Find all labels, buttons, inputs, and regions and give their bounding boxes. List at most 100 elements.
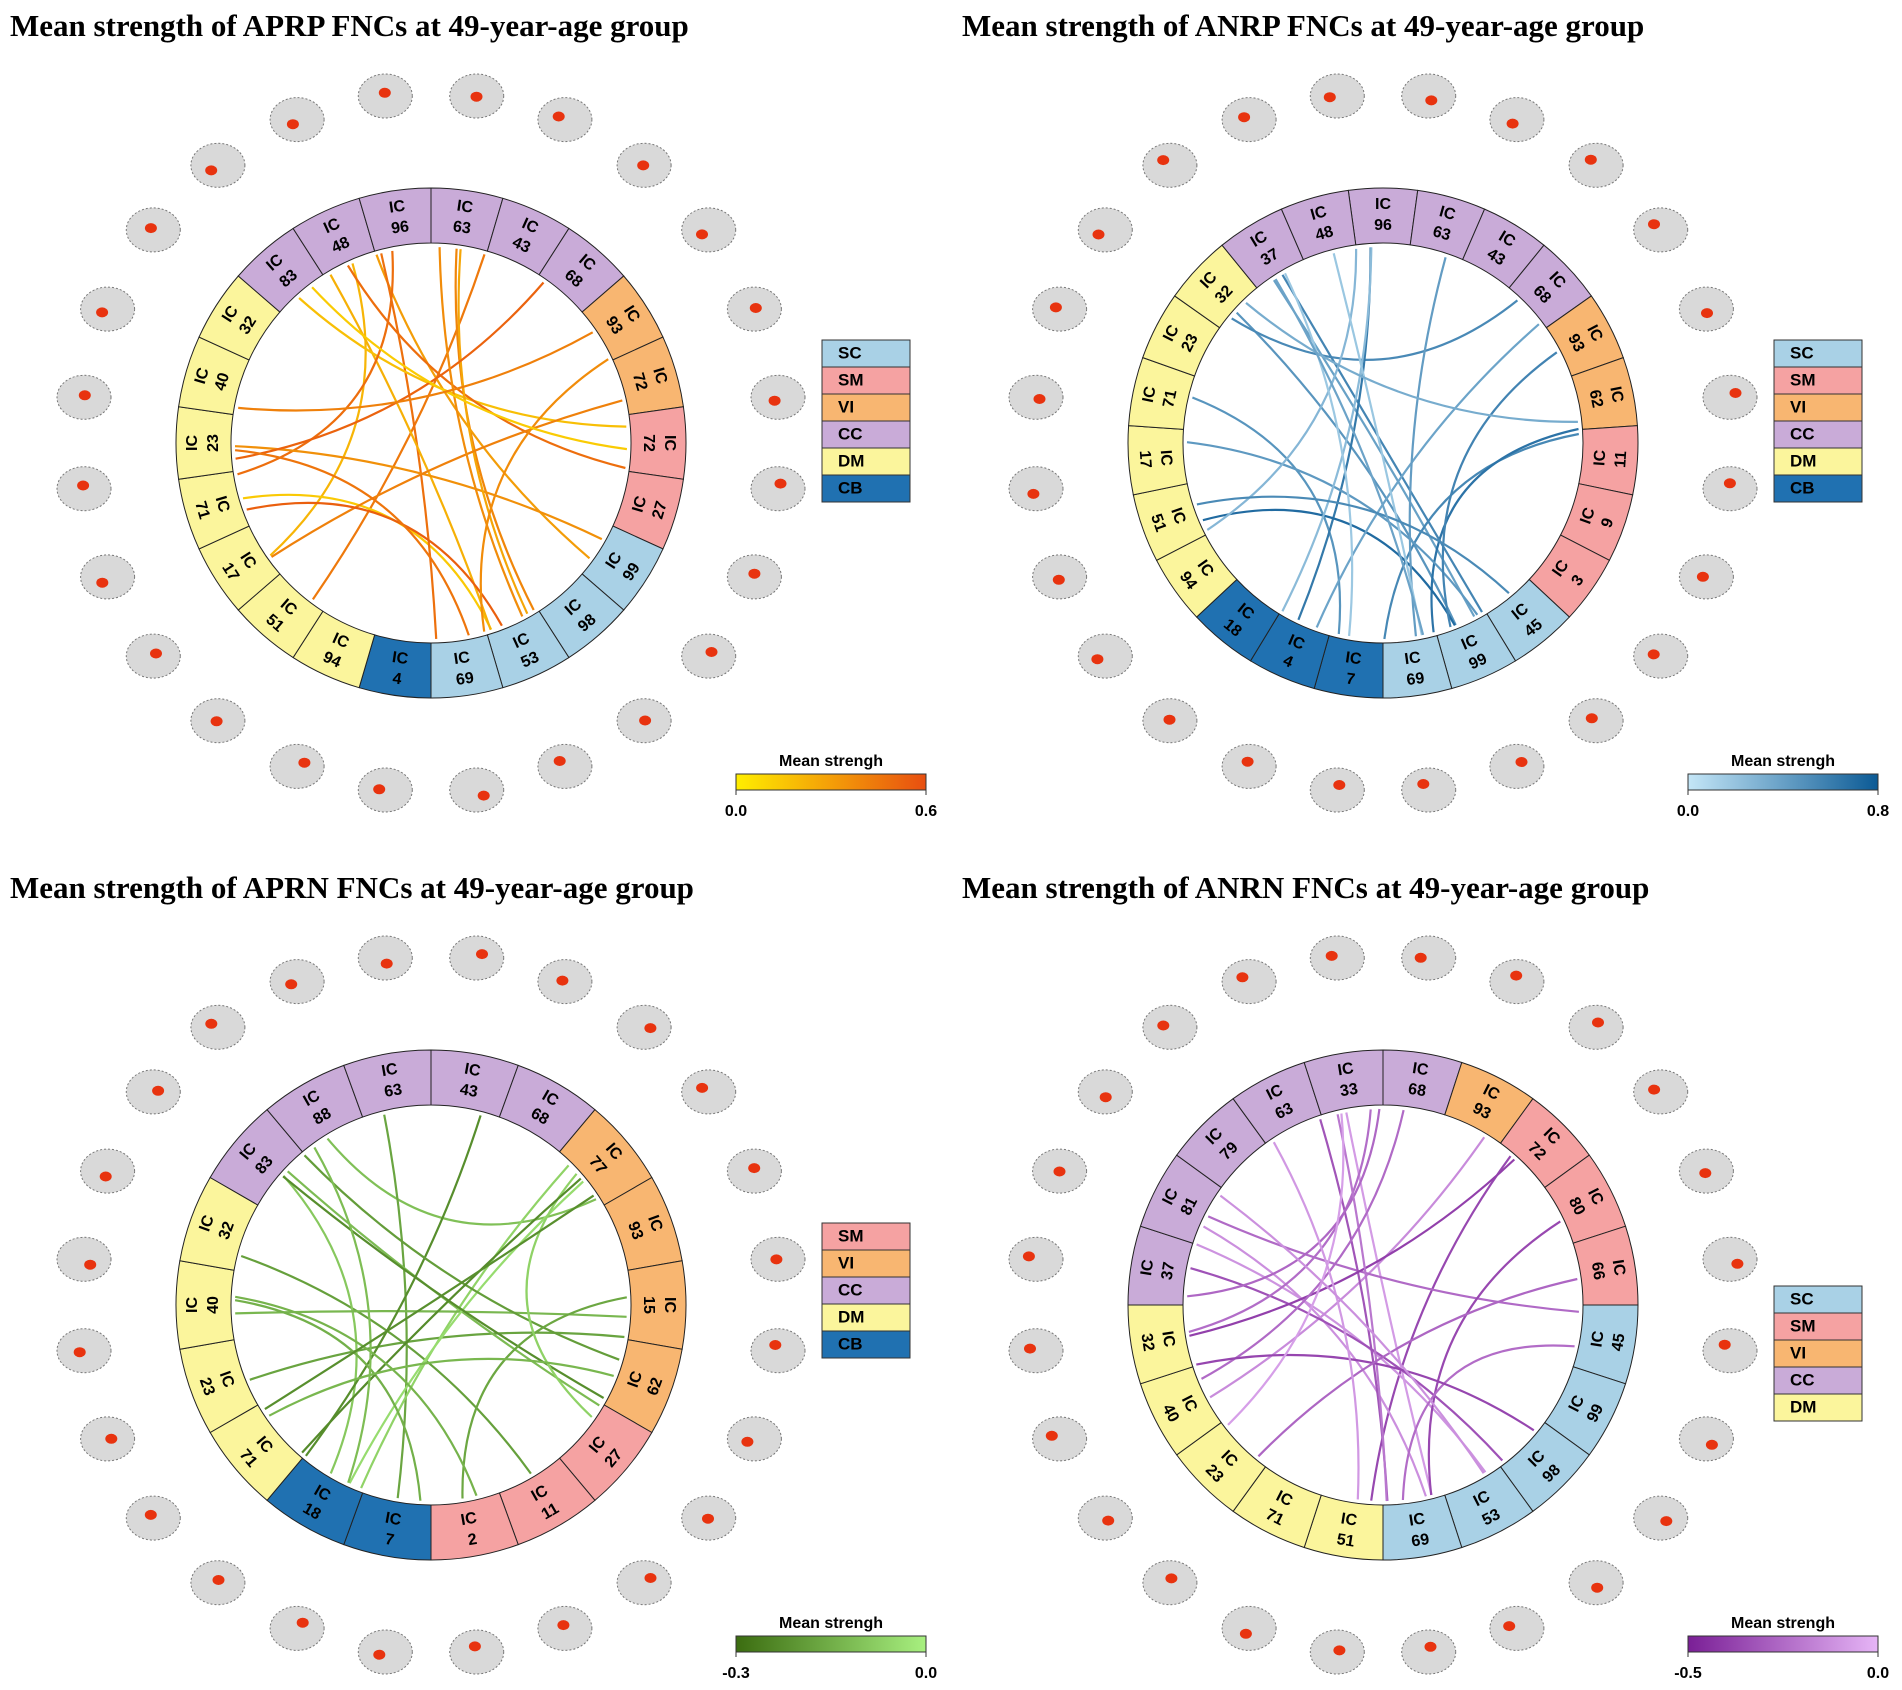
- activation: [477, 790, 490, 801]
- segment-number: 32: [216, 1219, 238, 1242]
- activation: [1584, 154, 1597, 165]
- activation: [1163, 714, 1176, 725]
- segment-prefix: IC: [1471, 1488, 1493, 1511]
- brain-shape: [357, 935, 413, 981]
- segment-label: IC 69: [1404, 649, 1426, 689]
- brain-thumbnail: [269, 743, 325, 789]
- connection: [270, 399, 623, 558]
- legend-label: VI: [1790, 1343, 1806, 1362]
- activation: [1045, 1430, 1058, 1441]
- legend-label: SM: [1790, 370, 1816, 389]
- legend-swatch: [821, 1330, 911, 1359]
- brain-shape: [750, 466, 806, 512]
- brain-thumbnail: [80, 554, 136, 600]
- panel: Mean strength of ANRP FNCs at 49-year-ag…: [962, 8, 1889, 820]
- brain-thumbnail: [1633, 633, 1689, 679]
- legend-label: CB: [838, 1334, 863, 1353]
- brain-thumbnail: [357, 73, 413, 119]
- connection: [282, 1175, 358, 1474]
- brain-thumbnail: [681, 633, 737, 679]
- brain-thumbnail: [449, 767, 505, 813]
- connection: [479, 358, 609, 632]
- connection: [346, 264, 626, 470]
- colorbar-label: Mean strengh: [1731, 1615, 1835, 1632]
- segment-prefix: IC: [212, 494, 233, 515]
- segment-prefix: IC: [1591, 449, 1609, 467]
- connection: [1202, 1225, 1427, 1497]
- connection: [461, 1296, 628, 1499]
- segment-prefix: IC: [1459, 632, 1481, 654]
- activation: [1033, 394, 1046, 404]
- segment-prefix: IC: [1480, 1082, 1502, 1105]
- connection: [1274, 278, 1425, 636]
- legend-swatch: [821, 1222, 911, 1251]
- segment-number: 71: [191, 499, 212, 521]
- segment-label: IC2: [459, 1510, 478, 1550]
- segment-prefix: IC: [644, 1213, 666, 1234]
- connection: [360, 1164, 570, 1489]
- activation: [1091, 654, 1104, 665]
- activation: [150, 648, 162, 659]
- brain-thumbnail: [449, 73, 505, 119]
- brain-thumbnail: [1032, 554, 1088, 600]
- brain-shape: [269, 743, 325, 789]
- segment-prefix: IC: [630, 494, 651, 515]
- segment-number: 72: [640, 434, 657, 452]
- activation: [768, 395, 781, 406]
- segment-prefix: IC: [1577, 505, 1599, 526]
- panel-title: Mean strength of ANRN FNCs at 49-year-ag…: [962, 870, 1649, 905]
- segment-label: IC 69: [1408, 1510, 1431, 1550]
- brain-thumbnail: [537, 743, 593, 789]
- activation: [696, 229, 708, 240]
- segment-number: 93: [602, 313, 626, 337]
- segment-label: IC7: [1344, 649, 1363, 688]
- brain-thumbnail: [56, 1328, 112, 1374]
- connection: [301, 1177, 582, 1454]
- legend-label: SC: [1790, 1289, 1814, 1308]
- segment-number: 69: [1405, 670, 1425, 689]
- segment-number: 17: [218, 560, 242, 584]
- brain-thumbnail: [681, 1495, 737, 1541]
- segment-prefix: IC: [184, 435, 201, 451]
- brain-thumbnail: [1221, 97, 1277, 143]
- brain-shape: [1221, 1605, 1277, 1651]
- brain-thumbnail: [1032, 286, 1088, 332]
- brain-thumbnail: [1401, 767, 1457, 813]
- brain-thumbnail: [357, 1629, 413, 1675]
- connection: [282, 1175, 605, 1399]
- connection: [1284, 272, 1354, 637]
- colorbar-tick-label: -0.3: [722, 1665, 750, 1682]
- ring-segment: [1280, 189, 1357, 261]
- activation: [212, 1575, 225, 1585]
- legend-swatch: [1773, 1339, 1863, 1368]
- brain-thumbnail: [357, 767, 413, 813]
- activation: [705, 647, 718, 657]
- activation: [378, 87, 391, 98]
- brain-shape: [616, 1004, 672, 1050]
- segment-label: IC 9: [1577, 505, 1617, 530]
- segment-number: 4: [391, 670, 402, 688]
- segment-prefix: IC: [1588, 1329, 1607, 1348]
- brain-shape: [1032, 1416, 1088, 1462]
- segment-number: 69: [455, 670, 475, 689]
- legend-swatch: [1773, 1312, 1863, 1341]
- brain-thumbnail: [1142, 698, 1198, 744]
- segment-number: 7: [1345, 670, 1356, 688]
- colorbar: [735, 1635, 927, 1653]
- connection: [1336, 1114, 1388, 1502]
- segment-label: IC7: [384, 1510, 403, 1550]
- activation: [1585, 713, 1598, 724]
